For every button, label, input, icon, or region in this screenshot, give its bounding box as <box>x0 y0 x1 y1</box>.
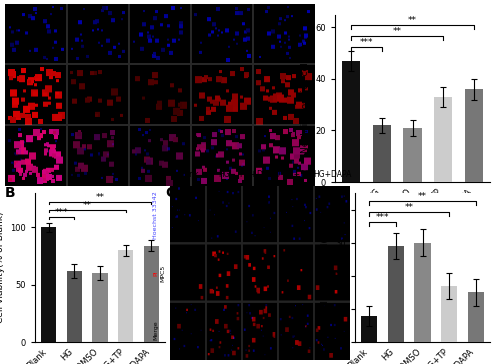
Text: PI: PI <box>153 270 158 276</box>
Text: **: ** <box>82 201 92 210</box>
Text: Merge: Merge <box>153 321 158 340</box>
Bar <box>92 273 108 342</box>
Text: **: ** <box>404 203 413 212</box>
Bar <box>404 128 421 182</box>
Bar <box>361 316 377 342</box>
Text: MPC5: MPC5 <box>0 85 2 104</box>
Bar <box>66 271 82 342</box>
Bar <box>464 89 483 182</box>
Y-axis label: Nephrin positive cell(%): Nephrin positive cell(%) <box>301 44 310 153</box>
Text: ***: *** <box>54 208 68 217</box>
Bar <box>441 286 457 342</box>
Text: B: B <box>5 186 15 199</box>
Text: MPC5: MPC5 <box>160 264 166 282</box>
Bar <box>434 97 452 182</box>
Text: C: C <box>165 186 175 199</box>
Bar <box>342 61 360 182</box>
Text: **: ** <box>408 16 417 25</box>
Bar <box>144 246 159 342</box>
Text: HG+TP: HG+TP <box>282 170 310 179</box>
Bar <box>41 228 56 342</box>
Bar <box>414 243 430 342</box>
Y-axis label: PI positive cell(%): PI positive cell(%) <box>321 227 330 308</box>
Bar <box>372 125 391 182</box>
Y-axis label: Cell viability(% of Blank): Cell viability(% of Blank) <box>0 212 4 323</box>
Text: HG: HG <box>218 170 230 179</box>
Text: **: ** <box>418 191 427 201</box>
Text: Blank: Blank <box>177 170 199 179</box>
Text: **: ** <box>96 193 104 202</box>
Text: Hoechst 33342: Hoechst 33342 <box>153 191 158 239</box>
Bar <box>118 250 134 342</box>
Text: **: ** <box>392 27 402 36</box>
Bar <box>468 292 484 342</box>
Text: ***: *** <box>360 38 374 47</box>
Text: HG+DMSO: HG+DMSO <box>240 170 281 179</box>
Text: HG+DAPA: HG+DAPA <box>313 170 351 179</box>
Bar <box>388 246 404 342</box>
Text: ***: *** <box>376 213 389 222</box>
